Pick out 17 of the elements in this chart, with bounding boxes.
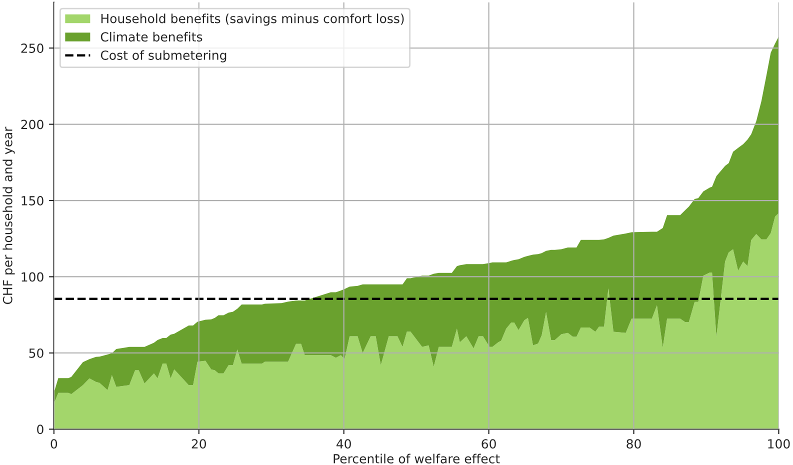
x-tick-label: 100 — [768, 439, 790, 449]
x-tick-label: 60 — [482, 439, 496, 449]
y-tick-label: 250 — [21, 44, 44, 53]
x-tick-label: 20 — [192, 439, 206, 449]
legend-label: Household benefits (savings minus comfort loss) — [101, 14, 404, 26]
x-tick-label: 80 — [626, 439, 641, 449]
y-tick-label: 100 — [22, 272, 44, 282]
legend-label: Climate benefits — [100, 32, 202, 42]
legend-label: Cost of submetering — [100, 50, 226, 62]
x-tick-label: 0 — [50, 439, 58, 449]
x-axis-title: Percentile of welfare effect — [334, 454, 500, 464]
y-tick-label: 150 — [22, 196, 44, 206]
y-axis-title: CHF per household and year — [2, 126, 15, 304]
x-tick-label: 40 — [336, 439, 351, 449]
y-tick-label: 200 — [21, 120, 44, 130]
y-tick-label: 0 — [37, 424, 44, 434]
y-tick-label: 50 — [29, 348, 44, 358]
